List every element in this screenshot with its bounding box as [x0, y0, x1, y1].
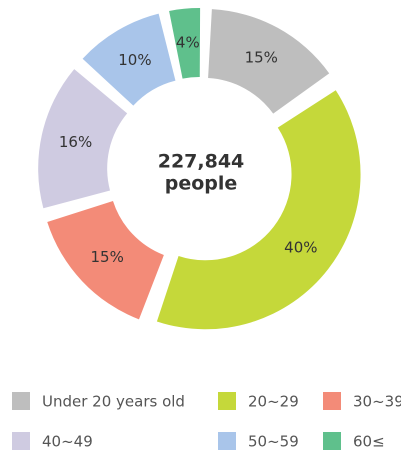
data-label: 40%: [284, 239, 317, 257]
legend-swatch: [218, 392, 236, 410]
legend-label: Under 20 years old: [42, 393, 185, 411]
data-label: 15%: [245, 49, 278, 67]
legend-swatch: [12, 432, 30, 450]
center-text: 227,844: [158, 151, 245, 173]
legend-swatch: [218, 432, 236, 450]
legend-label: 40~49: [42, 433, 93, 451]
donut-segment: [38, 69, 128, 209]
legend-label: 20~29: [248, 393, 299, 411]
data-label: 15%: [91, 248, 124, 266]
legend-swatch: [323, 432, 341, 450]
legend-label: 30~39: [353, 393, 401, 411]
donut-segment: [47, 200, 164, 320]
legend-swatch: [12, 392, 30, 410]
donut-segment: [169, 8, 201, 79]
data-label: 10%: [118, 51, 151, 69]
data-label: 16%: [59, 133, 92, 151]
data-label: 4%: [176, 34, 200, 52]
donut-segment: [208, 9, 330, 114]
legend-label: 60≤: [353, 433, 385, 451]
donut-segment: [156, 90, 361, 330]
donut-segment: [82, 13, 176, 106]
center-subtext: people: [165, 173, 238, 195]
legend-label: 50~59: [248, 433, 299, 451]
legend-swatch: [323, 392, 341, 410]
